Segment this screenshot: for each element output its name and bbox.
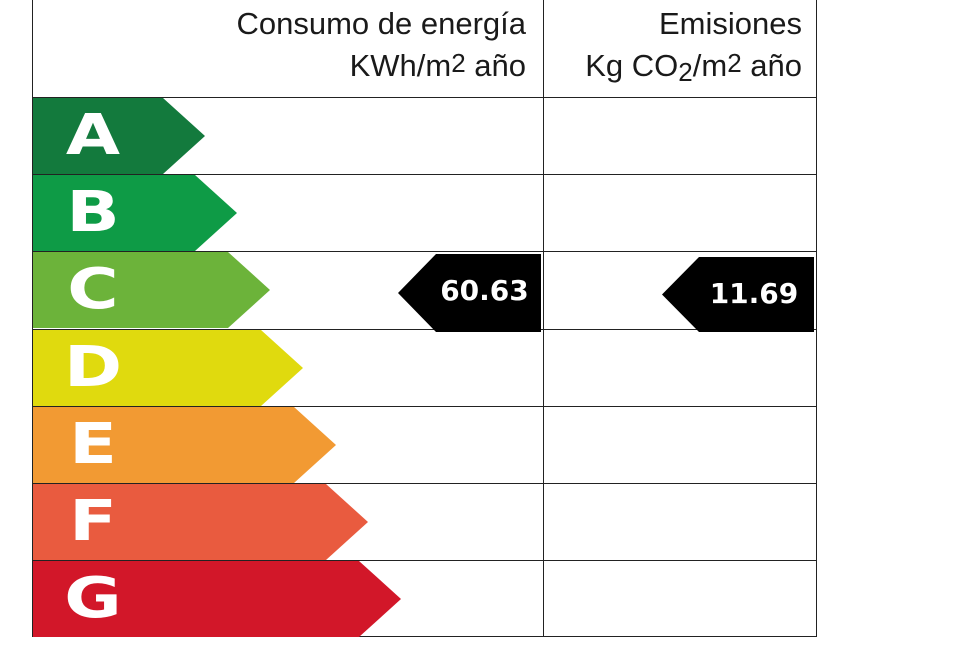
rating-letter-e: E (69, 412, 117, 477)
rating-arrow-a (33, 98, 205, 174)
rating-letter-c: C (67, 257, 119, 322)
energy-value: 60.63 (440, 274, 529, 307)
emissions-marker-shape (662, 257, 814, 332)
rating-arrow-c (33, 252, 270, 328)
rating-letter-d: D (63, 335, 123, 400)
rating-letter-f: F (69, 489, 117, 554)
rating-table-frame (32, 0, 817, 637)
emissions-value: 11.69 (709, 277, 799, 310)
energy-column-header: Consumo de energía KWh/m2 año (46, 3, 526, 87)
rating-letter-g: G (64, 566, 122, 631)
energy-value-marker: 60.63 (398, 254, 541, 332)
column-divider (543, 0, 544, 637)
rating-arrow-e (33, 407, 336, 483)
emissions-column-header: Emisiones Kg CO2/m2 año (542, 3, 802, 87)
row-divider-header (32, 97, 817, 98)
energy-header-unit: KWh/m2 año (349, 48, 526, 83)
row-divider-f (32, 560, 817, 561)
row-divider-b (32, 251, 817, 252)
row-divider-c (32, 329, 817, 330)
row-divider-a (32, 174, 817, 175)
rating-arrow-b (33, 175, 237, 251)
row-divider-d (32, 406, 817, 407)
rating-arrow-g (33, 561, 401, 637)
rating-arrow-f (33, 484, 368, 560)
emissions-value-marker: 11.69 (662, 257, 814, 332)
rating-letter-b: B (66, 180, 120, 245)
row-divider-e (32, 483, 817, 484)
rating-letter-a: A (65, 103, 121, 168)
emissions-header-title: Emisiones (659, 6, 802, 41)
energy-header-title: Consumo de energía (236, 6, 526, 41)
emissions-header-unit: Kg CO2/m2 año (585, 48, 802, 87)
rating-arrow-d (33, 330, 303, 406)
energy-marker-shape (398, 254, 541, 332)
